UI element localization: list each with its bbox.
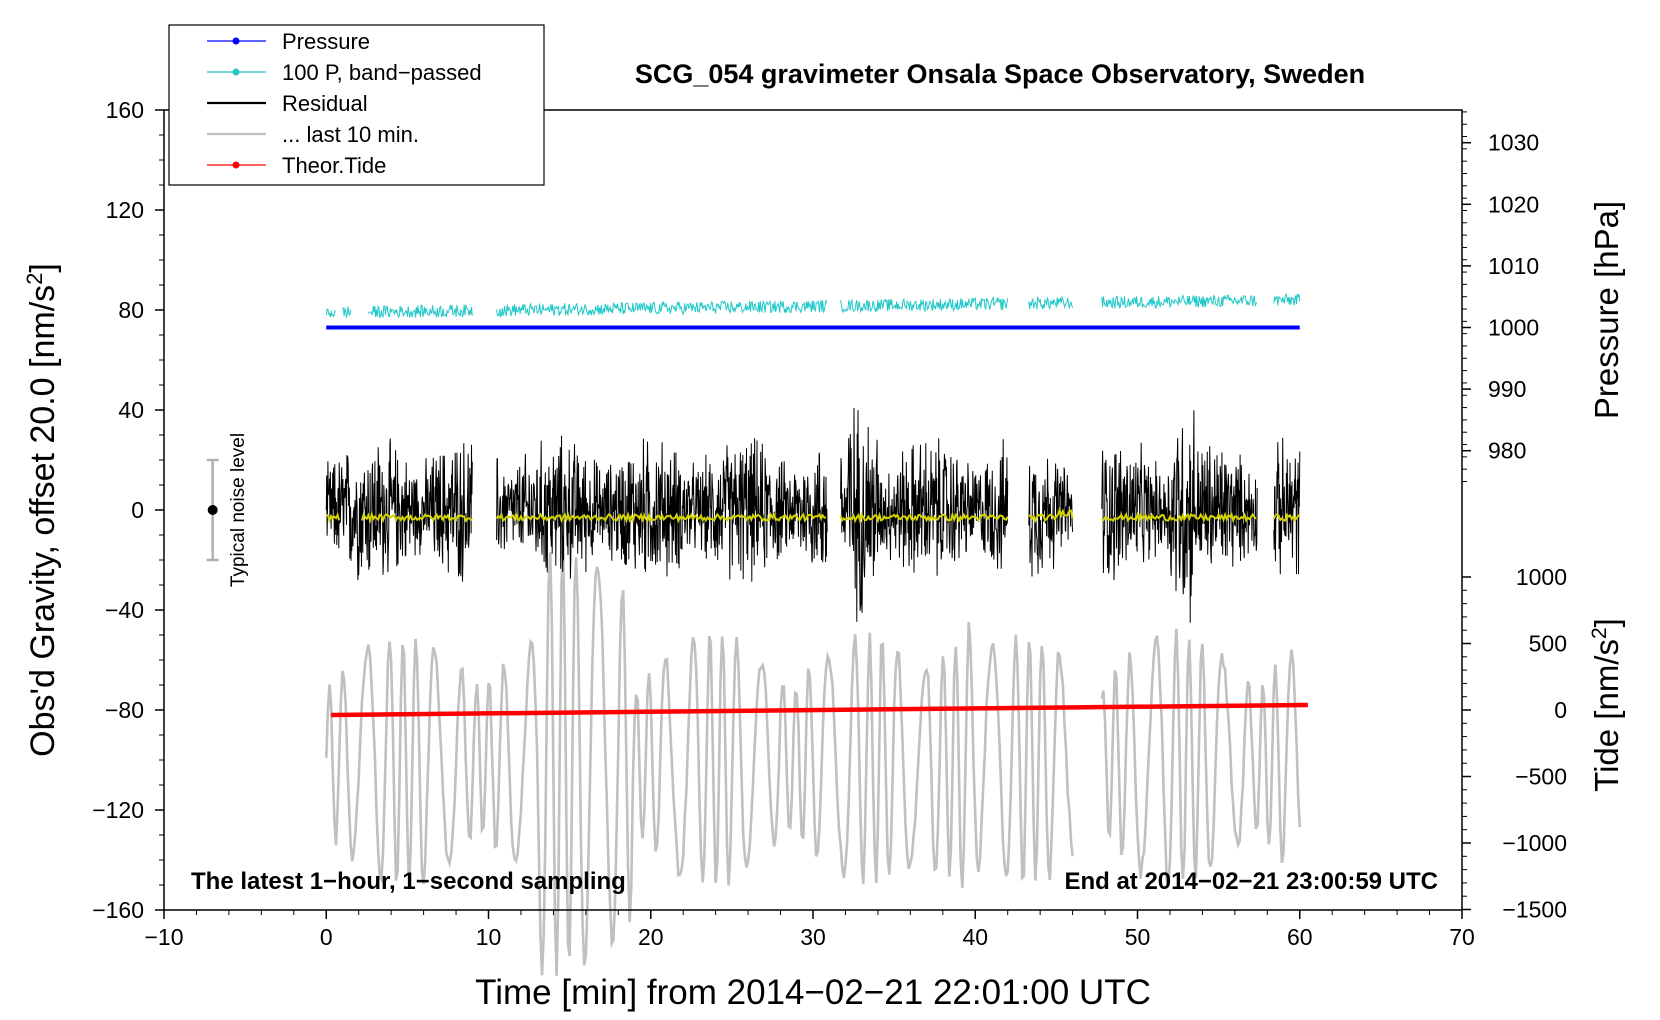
noise-bar-center [207, 505, 218, 515]
x-tick-label: 60 [1287, 924, 1313, 950]
tide-tick-label: −1000 [1502, 830, 1567, 856]
x-tick-label: 0 [320, 924, 333, 950]
y-axis-label-tide-close: ] [1588, 618, 1625, 627]
chart-title: SCG_054 gravimeter Onsala Space Observat… [635, 59, 1365, 89]
x-tick-label: 70 [1449, 924, 1475, 950]
y-tick-label: −120 [92, 797, 144, 823]
annotation-sampling: The latest 1−hour, 1−second sampling [191, 868, 626, 895]
tide-tick-label: −500 [1515, 764, 1567, 790]
legend-label: Pressure [282, 29, 370, 54]
x-tick-label: 40 [962, 924, 988, 950]
x-tick-label: 50 [1125, 924, 1151, 950]
pressure-tick-label: 1000 [1488, 315, 1539, 341]
series-pressure-bandpassed [325, 292, 1301, 319]
y-axis-label-pressure: Pressure [hPa] [1588, 201, 1625, 419]
noise-level-indicator [206, 458, 219, 562]
tide-tick-label: −1500 [1502, 897, 1567, 923]
x-tick-label: 10 [476, 924, 502, 950]
y-tick-label: 120 [106, 197, 144, 223]
y-axis-label-main: Obs'd Gravity, offset 20.0 [nm/s2] [22, 263, 62, 757]
series-residual-smoothed [326, 506, 1301, 525]
series-theoretical-tide [331, 702, 1308, 718]
noise-level-label: Typical noise level [228, 433, 249, 587]
annotation-end-time: End at 2014−02−21 23:00:59 UTC [1064, 868, 1438, 895]
y-axis-label-tide-text: Tide [nm/s [1588, 639, 1625, 792]
legend-label: Residual [282, 91, 368, 116]
y-tick-label: 80 [118, 297, 144, 323]
tide-tick-label: 1000 [1516, 564, 1567, 590]
legend-label: ... last 10 min. [282, 122, 419, 147]
y-axis-label-main-close: ] [24, 263, 62, 272]
pressure-tick-label: 1010 [1488, 253, 1539, 279]
pressure-tick-label: 1030 [1488, 130, 1539, 156]
x-axis-label: Time [min] from 2014−02−21 22:01:00 UTC [475, 973, 1151, 1012]
y-tick-label: 160 [106, 97, 144, 123]
tide-tick-label: 500 [1529, 631, 1567, 657]
x-tick-label: 20 [638, 924, 664, 950]
legend-marker [232, 68, 240, 76]
y-tick-label: −40 [105, 597, 144, 623]
legend: Pressure 100 P, band−passed Residual ... la… [168, 24, 545, 186]
legend-label: 100 P, band−passed [282, 60, 482, 85]
y-axis-label-main-text: Obs'd Gravity, offset 20.0 [nm/s [24, 285, 62, 757]
series-residual [325, 407, 1301, 623]
series-layer [325, 292, 1308, 976]
tide-tick-label: 0 [1554, 697, 1567, 723]
y-axis-label-tide: Tide [nm/s2] [1588, 618, 1625, 792]
y-axis-label-tide-superscript: 2 [1588, 627, 1611, 639]
legend-marker [232, 161, 240, 169]
legend-marker [232, 37, 240, 45]
y-axis-tide: 1000 500 0 −500 −1000 −1500 [1462, 564, 1567, 923]
x-tick-label: −10 [144, 924, 183, 950]
y-axis-pressure: 1030 1020 1010 1000 990 980 [1462, 111, 1539, 482]
y-tick-label: 40 [118, 397, 144, 423]
legend-box [168, 24, 545, 186]
x-axis: −10 0 10 20 30 40 50 60 70 [144, 910, 1475, 950]
pressure-tick-label: 980 [1488, 438, 1526, 464]
series-last-10-min [325, 546, 1302, 976]
pressure-tick-label: 1020 [1488, 191, 1539, 217]
y-tick-label: 0 [131, 497, 144, 523]
y-axis-label-main-superscript: 2 [22, 273, 47, 285]
legend-label: Theor.Tide [282, 153, 386, 178]
y-tick-label: −160 [92, 897, 144, 923]
y-tick-label: −80 [105, 697, 144, 723]
y-axis-left: 160 120 80 40 0 −40 −80 −120 −160 [92, 97, 164, 923]
x-tick-label: 30 [800, 924, 826, 950]
pressure-tick-label: 990 [1488, 376, 1526, 402]
